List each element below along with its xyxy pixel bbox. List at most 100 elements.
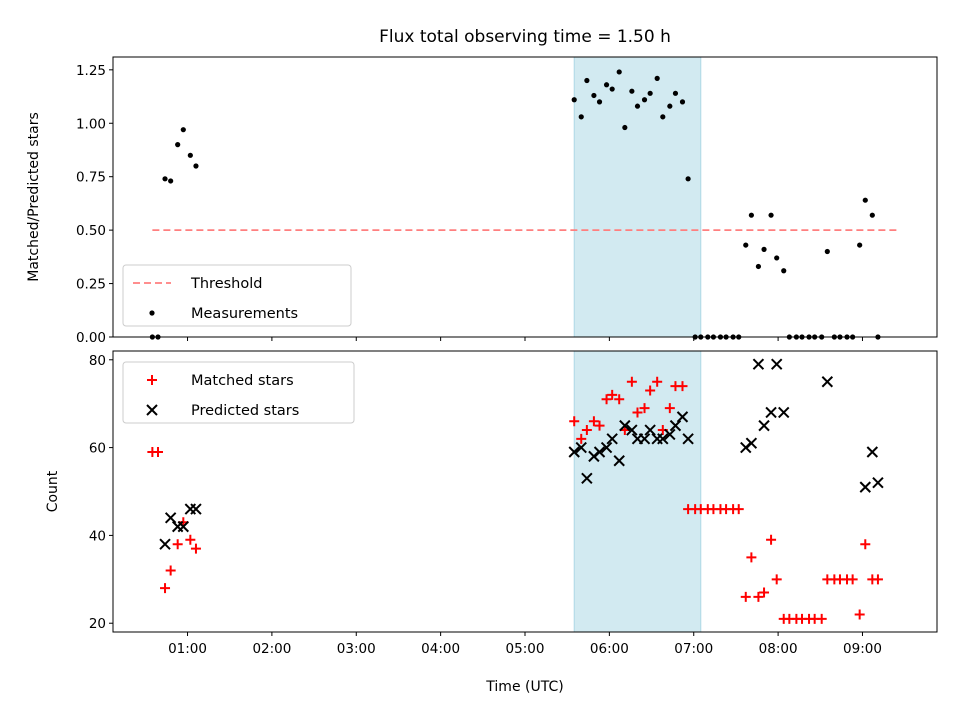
predicted-point (613, 455, 625, 467)
legend-count: Matched stars Predicted stars (122, 361, 355, 424)
x-axis-label: Time (UTC) (485, 679, 563, 695)
measurement-point (175, 142, 181, 148)
y-tick-label: 0.00 (76, 330, 106, 346)
y-tick-label: 0.75 (76, 170, 106, 186)
matched-point (753, 591, 764, 602)
measurement-point (862, 197, 868, 203)
predicted-point (752, 358, 765, 370)
legend-x-swatch (146, 404, 158, 416)
matched-point (152, 446, 163, 457)
matched-point (639, 403, 650, 414)
y-tick-label: 60 (89, 441, 106, 457)
matched-point (632, 407, 643, 418)
measurement-point (168, 178, 174, 184)
predicted-point (758, 419, 770, 432)
matched-point (771, 574, 782, 585)
count-panel: 20 40 60 80 01:00 02:00 03:00 04:00 05:00 06:00 07… (45, 350, 938, 657)
measurement-point (768, 212, 774, 218)
x-tick-label: 05:00 (506, 641, 545, 657)
predicted-point (669, 419, 682, 432)
predicted-point (770, 358, 783, 370)
predicted-point (619, 419, 631, 432)
matched-point (847, 574, 858, 585)
y-axis-label: Matched/Predicted stars (26, 112, 42, 282)
x-tick-label: 01:00 (168, 641, 207, 657)
predicted-point (664, 428, 676, 441)
measurement-point (761, 246, 767, 252)
legend-entry-label: Matched stars (191, 373, 294, 389)
measurement-point (660, 114, 666, 120)
legend-box (122, 361, 355, 424)
measurement-point (609, 86, 615, 92)
measurement-point (622, 124, 628, 131)
y-tick-label: 1.00 (76, 116, 106, 132)
chart-title: Flux total observing time = 1.50 h (379, 27, 671, 47)
measurement-point (180, 127, 186, 133)
matched-point (601, 394, 612, 405)
measurement-point (774, 255, 780, 261)
measurement-point (571, 97, 577, 103)
x-tick-label: 02:00 (252, 641, 291, 657)
predicted-point (866, 446, 879, 458)
x-tick-label: 04:00 (421, 641, 460, 657)
matched-point (594, 420, 605, 431)
measurement-point (193, 163, 199, 169)
legend-ratio: Threshold Measurements (122, 264, 352, 327)
predicted-point (872, 477, 884, 489)
matched-point (740, 591, 751, 602)
matched-point (172, 539, 183, 550)
observing-span-ratio (573, 56, 702, 338)
x-tick-label: 06:00 (590, 641, 629, 657)
measurement-point (869, 212, 875, 218)
matched-point (860, 539, 871, 550)
series-ratio-1 (149, 69, 881, 340)
matched-point (759, 587, 770, 598)
matched-point (677, 381, 688, 392)
series-count-1 (159, 358, 884, 550)
legend-dot-swatch (149, 310, 155, 316)
x-tick-label: 08:00 (759, 641, 798, 657)
y-tick-label: 0.25 (76, 277, 106, 293)
legend-entry-label: Threshold (190, 276, 262, 292)
matched-point (160, 583, 171, 594)
x-tick-label: 09:00 (843, 641, 882, 657)
measurement-point (672, 90, 679, 96)
matched-point (569, 416, 580, 427)
predicted-point (657, 433, 669, 445)
matched-point (614, 394, 625, 405)
matched-point (626, 376, 637, 387)
y-tick-label: 80 (89, 353, 106, 369)
measurement-point (654, 75, 660, 81)
matched-point (607, 389, 618, 400)
measurement-point (162, 176, 168, 182)
legend-entry-label: Predicted stars (191, 403, 299, 419)
measurement-point (667, 103, 673, 109)
matched-point (854, 609, 865, 620)
y-axis-label: Count (45, 470, 61, 512)
predicted-point (682, 433, 694, 445)
matched-point (733, 504, 744, 515)
legend-plus-swatch (147, 375, 157, 385)
x-tick-label: 07:00 (674, 641, 713, 657)
x-tick-label: 03:00 (337, 641, 376, 657)
matched-point (652, 376, 663, 387)
measurement-point (596, 99, 603, 105)
predicted-point (593, 446, 606, 458)
measurement-point (824, 248, 830, 255)
predicted-point (676, 411, 689, 423)
matched-point (185, 534, 196, 545)
predicted-point (575, 441, 587, 454)
ratio-panel: 0.00 0.25 0.50 0.75 1.00 1.25 Matched/Predicte… (26, 56, 938, 346)
measurement-point (647, 90, 653, 96)
predicted-point (626, 424, 638, 436)
measurement-point (641, 97, 648, 103)
matched-point (190, 543, 201, 554)
matched-point (766, 534, 777, 545)
predicted-point (568, 446, 580, 458)
predicted-point (177, 520, 190, 533)
matched-point (746, 552, 757, 563)
measurement-point (603, 82, 610, 88)
predicted-point (778, 406, 790, 419)
legend-box (122, 264, 352, 327)
